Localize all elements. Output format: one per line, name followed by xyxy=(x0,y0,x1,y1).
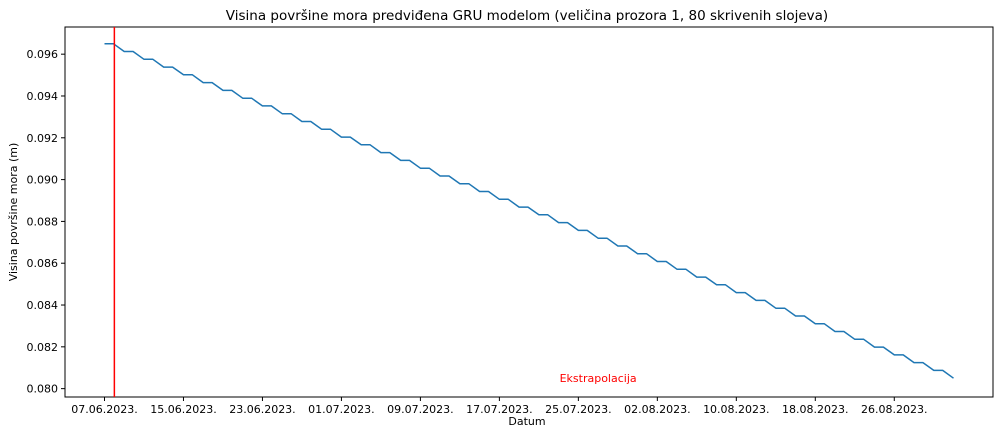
x-tick-label: 17.07.2023. xyxy=(466,403,532,416)
x-tick-label: 07.06.2023. xyxy=(71,403,137,416)
y-axis: 0.080 0.082 0.084 0.086 0.088 0.090 0.092 0.094… xyxy=(27,48,65,396)
y-tick-label: 0.094 xyxy=(27,90,59,103)
y-tick-label: 0.082 xyxy=(27,341,59,354)
y-tick-label: 0.086 xyxy=(27,257,59,270)
y-tick-label: 0.096 xyxy=(27,48,59,61)
y-tick-label: 0.090 xyxy=(27,174,59,187)
x-axis-title: Datum xyxy=(508,415,545,428)
series-layer xyxy=(104,27,954,397)
plot-area xyxy=(64,26,994,398)
x-tick-label: 09.07.2023. xyxy=(387,403,453,416)
x-tick-label: 01.07.2023. xyxy=(308,403,374,416)
x-tick-label: 10.08.2023. xyxy=(703,403,769,416)
y-tick-label: 0.080 xyxy=(27,383,59,396)
x-tick-label: 23.06.2023. xyxy=(229,403,295,416)
x-tick-label: 02.08.2023. xyxy=(624,403,690,416)
chart-title: Visina površine mora predviđena GRU mode… xyxy=(226,8,828,24)
y-tick-label: 0.084 xyxy=(27,299,59,312)
y-tick-label: 0.092 xyxy=(27,132,59,145)
y-tick-label: 0.088 xyxy=(27,215,59,228)
x-tick-label: 25.07.2023. xyxy=(545,403,611,416)
y-axis-title: Visina površine mora (m) xyxy=(7,143,20,282)
x-tick-label: 18.08.2023. xyxy=(782,403,848,416)
annotation-label: Ekstrapolacija xyxy=(560,372,637,385)
x-tick-label: 15.06.2023. xyxy=(150,403,216,416)
x-axis: 07.06.2023. 15.06.2023. 23.06.2023. 01.07.2… xyxy=(71,397,928,416)
x-tick-label: 26.08.2023. xyxy=(861,403,927,416)
series-line xyxy=(104,42,954,379)
